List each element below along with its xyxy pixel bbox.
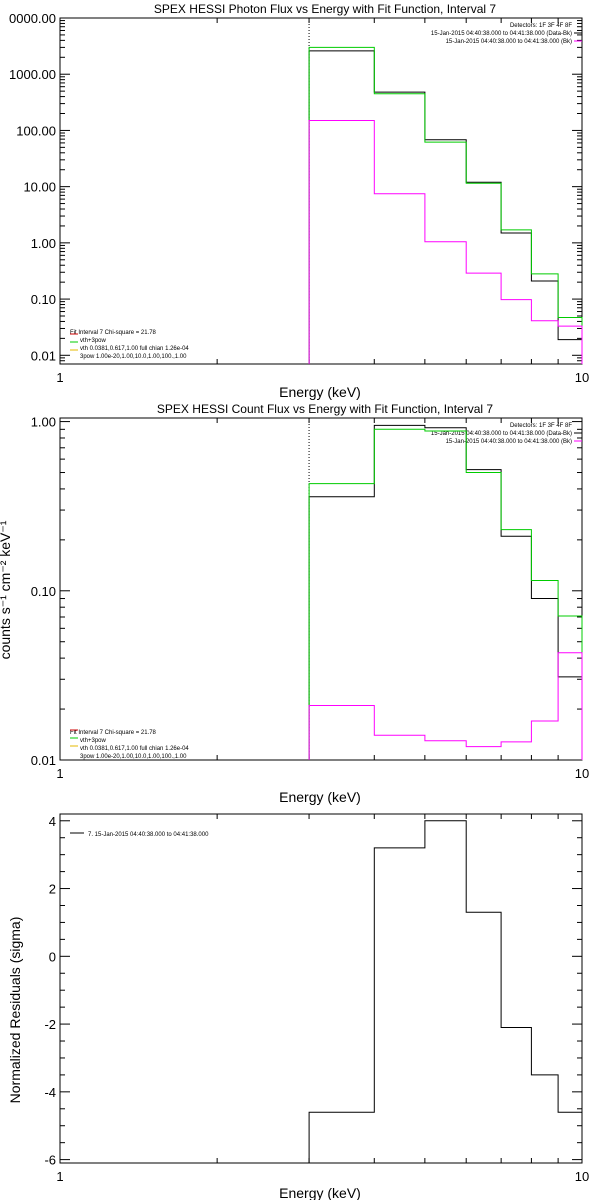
y-tick-label: 2 <box>49 882 56 897</box>
photon-flux-info-legend: Detectors: 1F 3F 4F 8F 15-Jan-2015 04:40… <box>431 23 572 45</box>
y-tick-label: -4 <box>44 1085 56 1100</box>
detectors-text: Detectors: 1F 3F 4F 8F <box>510 23 572 29</box>
series-line-total <box>308 428 583 760</box>
detectors-text: Detectors: 1F 3F 4F 8F <box>510 423 572 429</box>
y-tick-label: 1.00 <box>31 415 56 430</box>
y-tick-label: 0 <box>49 949 56 964</box>
y-tick-label: 0.01 <box>31 348 56 363</box>
bk-interval-text: 15-Jan-2015 04:40:38.000 to 04:41:38.000… <box>446 39 572 45</box>
residuals-legend-text: 7. 15-Jan-2015 04:40:38.000 to 04:41:38.… <box>88 832 209 838</box>
photon-flux-fit-legend: Fit Interval 7 Chi-square = 21.78 vth+3p… <box>70 330 189 360</box>
count-flux-fit-legend: Fit Interval 7 Chi-square = 21.78 vth+3p… <box>70 730 189 760</box>
photon-flux-panel: SPEX HESSI Photon Flux vs Energy with Fi… <box>9 2 589 400</box>
x-tick-label: 1 <box>56 370 63 385</box>
count-flux-panel: SPEX HESSI Count Flux vs Energy with Fit… <box>0 402 589 805</box>
photon-flux-xlabel: Energy (keV) <box>279 384 361 400</box>
y-tick-label: 0.01 <box>31 753 56 768</box>
data-interval-text: 15-Jan-2015 04:40:38.000 to 04:41:38.000… <box>431 431 572 437</box>
x-tick-label: 1 <box>56 1169 63 1184</box>
y-tick-label: 10.00 <box>23 180 56 195</box>
series-line-data <box>308 820 583 1163</box>
y-tick-label: 4 <box>49 814 56 829</box>
fit-chi-square-text: Fit Interval 7 Chi-square = 21.78 <box>70 730 157 736</box>
x-tick-label: 1 <box>56 766 63 781</box>
x-tick-label: 10 <box>575 766 589 781</box>
y-tick-label: -6 <box>44 1153 56 1168</box>
count-flux-xlabel: Energy (keV) <box>279 789 361 805</box>
fit-vth-text: vth 0.0381,0.617,1.00 full chian 1.26e-0… <box>80 346 189 352</box>
count-flux-ylabel: counts s⁻¹ cm⁻² keV⁻¹ <box>0 520 13 659</box>
fit-vth-text: vth 0.0381,0.617,1.00 full chian 1.26e-0… <box>80 746 189 752</box>
y-tick-label: 0.10 <box>31 584 56 599</box>
plot-frame <box>59 17 583 365</box>
residuals-panel: Energy (keV) Normalized Residuals (sigma… <box>7 813 589 1200</box>
series-line-data <box>308 424 583 760</box>
y-tick-label: -2 <box>44 1017 56 1032</box>
data-interval-text: 15-Jan-2015 04:40:38.000 to 04:41:38.000… <box>431 31 572 37</box>
series-line-total <box>308 46 583 364</box>
series-line-background <box>308 120 583 364</box>
y-tick-label: 1.00 <box>31 236 56 251</box>
photon-flux-title: SPEX HESSI Photon Flux vs Energy with Fi… <box>154 2 496 16</box>
plot-frame <box>59 417 583 761</box>
plot-frame <box>59 813 583 1164</box>
y-tick-label: 0000.00 <box>9 11 56 26</box>
residuals-ylabel: Normalized Residuals (sigma) <box>7 917 23 1104</box>
fit-3pow-text: 3pow 1.00e-20,1.00,10.0,1.00,100.,1.00 <box>80 354 187 360</box>
series-line-data <box>308 50 583 364</box>
residuals-xlabel: Energy (keV) <box>279 1185 361 1200</box>
fit-model-text: vth+3pow <box>80 738 107 744</box>
count-flux-info-legend: Detectors: 1F 3F 4F 8F 15-Jan-2015 04:40… <box>431 423 572 445</box>
fit-chi-square-text: Fit Interval 7 Chi-square = 21.78 <box>70 330 157 336</box>
series-line-background <box>308 652 583 760</box>
y-tick-label: 0.10 <box>31 292 56 307</box>
y-tick-label: 100.00 <box>16 123 56 138</box>
bk-interval-text: 15-Jan-2015 04:40:38.000 to 04:41:38.000… <box>446 439 572 445</box>
x-tick-label: 10 <box>575 1169 589 1184</box>
count-flux-title: SPEX HESSI Count Flux vs Energy with Fit… <box>157 402 493 416</box>
residuals-legend: 7. 15-Jan-2015 04:40:38.000 to 04:41:38.… <box>88 832 209 838</box>
y-tick-label: 1000.00 <box>9 67 56 82</box>
fit-model-text: vth+3pow <box>80 338 107 344</box>
x-tick-label: 10 <box>575 370 589 385</box>
fit-3pow-text: 3pow 1.00e-20,1.00,10.0,1.00,100.,1.00 <box>80 754 187 760</box>
